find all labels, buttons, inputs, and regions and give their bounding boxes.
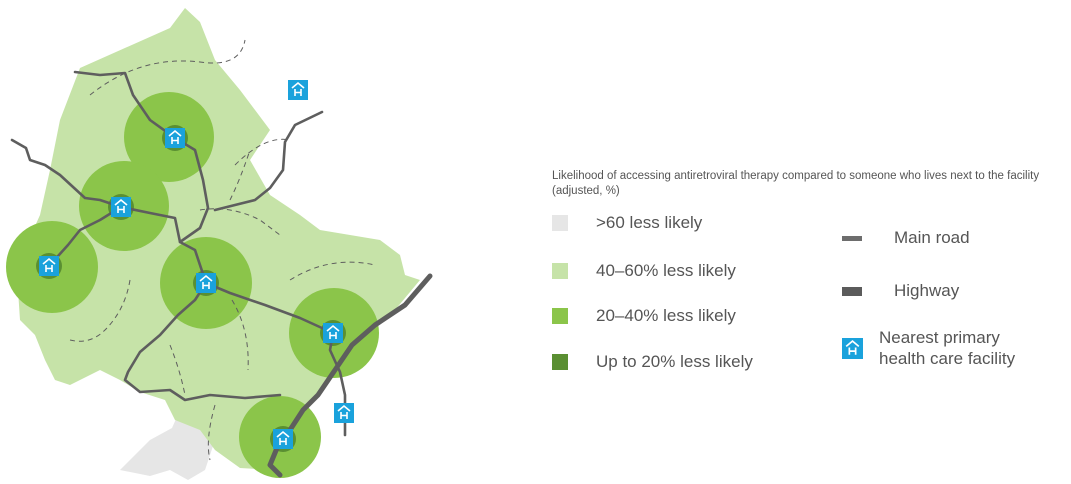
legend-swatch-main-road — [842, 235, 862, 241]
legend-swatch-20to40 — [552, 308, 568, 324]
legend-item-40to60: 40–60% less likely — [552, 261, 736, 281]
facility-icon — [334, 403, 354, 423]
legend-swatch-40to60 — [552, 263, 568, 279]
legend-label-gt60: >60 less likely — [596, 213, 703, 232]
legend-label-facility-line2: health care facility — [879, 349, 1016, 368]
legend-swatch-upto20 — [552, 354, 568, 370]
facility-icon — [323, 323, 343, 343]
facility-icon — [165, 128, 185, 148]
facility-icon — [111, 197, 131, 217]
legend-item-facility: Nearest primary health care facility — [842, 327, 1015, 369]
legend-label-highway: Highway — [894, 281, 960, 300]
legend-label-20to40: 20–40% less likely — [596, 306, 736, 325]
legend-item-20to40: 20–40% less likely — [552, 306, 736, 326]
main-roads — [10, 70, 347, 437]
legend-title: Likelihood of accessing antiretroviral t… — [552, 170, 1040, 197]
legend-item-highway: Highway — [842, 281, 959, 301]
legend-label-40to60: 40–60% less likely — [596, 261, 736, 280]
facility-icon — [288, 80, 308, 100]
legend-label-facility-line1: Nearest primary — [879, 328, 1000, 347]
legend-label-facility: Nearest primary health care facility — [879, 327, 1015, 369]
legend-item-gt60: >60 less likely — [552, 213, 702, 233]
map — [6, 8, 433, 480]
legend-item-upto20: Up to 20% less likely — [552, 352, 753, 372]
legend-swatch-highway — [842, 286, 862, 296]
highway — [267, 273, 433, 478]
legend-label-main-road: Main road — [894, 228, 970, 247]
legend-label-upto20: Up to 20% less likely — [596, 352, 753, 371]
facility-icon — [39, 256, 59, 276]
legend-swatch-gt60 — [552, 215, 568, 231]
hospital-house-icon — [842, 337, 863, 359]
facility-markers — [39, 80, 354, 449]
facility-icon — [196, 273, 216, 293]
legend-item-main-road: Main road — [842, 228, 970, 248]
facility-icon — [273, 429, 293, 449]
